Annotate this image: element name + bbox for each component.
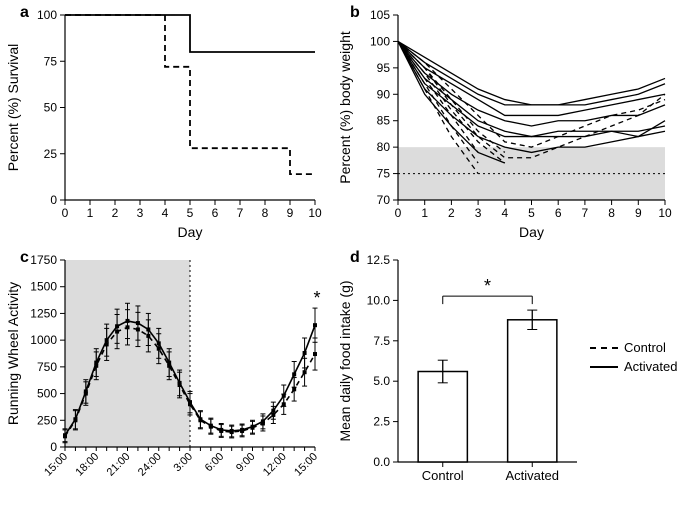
svg-text:50: 50 <box>44 101 58 115</box>
svg-text:4: 4 <box>162 206 169 220</box>
svg-text:0: 0 <box>395 206 402 220</box>
svg-text:8: 8 <box>262 206 269 220</box>
svg-text:0.0: 0.0 <box>373 455 390 469</box>
svg-text:100: 100 <box>370 34 390 48</box>
legend-line-solid-icon <box>590 366 618 368</box>
panel-a: 0123456789100255075100DayPercent (%) Sur… <box>0 0 330 245</box>
svg-text:Day: Day <box>178 224 203 240</box>
svg-text:4: 4 <box>501 206 508 220</box>
svg-text:105: 105 <box>370 8 390 22</box>
svg-text:*: * <box>484 276 491 296</box>
svg-text:Day: Day <box>519 224 544 240</box>
legend-activated: Activated <box>590 359 677 374</box>
svg-text:9: 9 <box>635 206 642 220</box>
svg-text:10: 10 <box>658 206 672 220</box>
svg-text:5: 5 <box>528 206 535 220</box>
svg-text:6: 6 <box>212 206 219 220</box>
svg-text:75: 75 <box>377 167 391 181</box>
svg-text:6: 6 <box>555 206 562 220</box>
svg-text:1: 1 <box>87 206 94 220</box>
svg-text:7.5: 7.5 <box>373 334 390 348</box>
svg-text:1750: 1750 <box>30 253 57 267</box>
panel-d: Control Activated 0.0 2.5 5.0 7.5 10.0 12.5 Me… <box>330 245 685 507</box>
svg-text:10: 10 <box>308 206 322 220</box>
svg-text:250: 250 <box>37 413 57 427</box>
svg-text:3:00: 3:00 <box>171 451 195 475</box>
svg-text:b: b <box>350 4 360 21</box>
legend-line-dashed-icon <box>590 347 618 349</box>
svg-text:0: 0 <box>50 193 57 207</box>
svg-text:2.5: 2.5 <box>373 415 390 429</box>
svg-text:15:00: 15:00 <box>42 451 70 479</box>
svg-text:Running Wheel Activity: Running Wheel Activity <box>5 282 21 425</box>
svg-text:Percent (%) body weight: Percent (%) body weight <box>337 31 353 184</box>
svg-text:6:00: 6:00 <box>203 451 227 475</box>
svg-text:80: 80 <box>377 140 391 154</box>
svg-text:5.0: 5.0 <box>373 374 390 388</box>
svg-text:9:00: 9:00 <box>234 451 258 475</box>
svg-text:d: d <box>350 249 360 266</box>
svg-text:1250: 1250 <box>30 306 57 320</box>
svg-text:18:00: 18:00 <box>73 451 101 479</box>
svg-text:15:00: 15:00 <box>292 451 320 479</box>
svg-text:Activated: Activated <box>506 468 559 483</box>
figure-grid: 0123456789100255075100DayPercent (%) Sur… <box>0 0 685 507</box>
panel-c: 0250500750100012501500175015:0018:0021:0… <box>0 245 330 507</box>
svg-text:3: 3 <box>475 206 482 220</box>
svg-text:85: 85 <box>377 114 391 128</box>
panel-b: 0 1 2 3 4 5 6 7 8 9 10 70 75 80 85 90 95 100 105 Day Percent… <box>330 0 685 245</box>
svg-text:90: 90 <box>377 87 391 101</box>
svg-text:21:00: 21:00 <box>105 451 133 479</box>
svg-text:24:00: 24:00 <box>136 451 164 479</box>
svg-text:1: 1 <box>421 206 428 220</box>
svg-text:Percent (%) Survival: Percent (%) Survival <box>5 44 21 172</box>
svg-text:a: a <box>20 4 29 21</box>
svg-text:0: 0 <box>62 206 69 220</box>
svg-text:*: * <box>313 288 320 308</box>
legend-control-label: Control <box>624 340 666 355</box>
svg-text:c: c <box>20 249 29 266</box>
svg-text:7: 7 <box>237 206 244 220</box>
legend: Control Activated <box>590 340 677 378</box>
svg-text:7: 7 <box>582 206 589 220</box>
svg-text:2: 2 <box>448 206 455 220</box>
svg-text:12:00: 12:00 <box>261 451 289 479</box>
svg-text:1000: 1000 <box>30 333 57 347</box>
svg-text:5: 5 <box>187 206 194 220</box>
svg-text:2: 2 <box>112 206 119 220</box>
svg-text:1500: 1500 <box>30 280 57 294</box>
svg-text:8: 8 <box>608 206 615 220</box>
svg-text:25: 25 <box>44 147 58 161</box>
svg-text:750: 750 <box>37 360 57 374</box>
svg-text:500: 500 <box>37 387 57 401</box>
svg-text:12.5: 12.5 <box>367 253 391 267</box>
svg-text:Mean daily food intake (g): Mean daily food intake (g) <box>337 280 353 441</box>
svg-text:100: 100 <box>37 8 57 22</box>
svg-text:75: 75 <box>44 54 58 68</box>
svg-text:Control: Control <box>422 468 464 483</box>
svg-text:10.0: 10.0 <box>367 293 391 307</box>
legend-activated-label: Activated <box>624 359 677 374</box>
legend-control: Control <box>590 340 677 355</box>
svg-text:95: 95 <box>377 61 391 75</box>
svg-text:0: 0 <box>50 440 57 454</box>
svg-text:3: 3 <box>137 206 144 220</box>
svg-text:9: 9 <box>287 206 294 220</box>
svg-text:70: 70 <box>377 193 391 207</box>
